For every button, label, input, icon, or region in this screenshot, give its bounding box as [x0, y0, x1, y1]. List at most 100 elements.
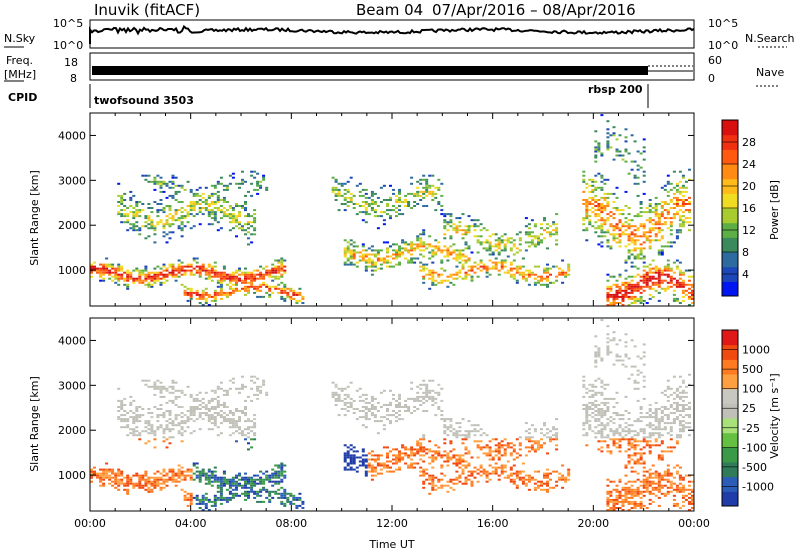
- power-cell: [530, 235, 534, 238]
- velocity-cell: [461, 438, 465, 441]
- power-cell: [132, 229, 136, 232]
- velocity-cell: [419, 442, 423, 445]
- velocity-cell: [201, 412, 205, 414]
- power-cell: [419, 190, 423, 193]
- velocity-cell: [639, 357, 643, 360]
- power-cell: [540, 277, 543, 280]
- power-cell: [210, 269, 214, 272]
- power-cell: [376, 251, 380, 254]
- velocity-cell: [192, 472, 196, 475]
- velocity-cell: [244, 490, 247, 493]
- cpid-segment-2: rbsp 200: [588, 83, 643, 96]
- power-cell: [606, 144, 610, 147]
- power-cell: [144, 178, 148, 181]
- power-cell: [633, 249, 637, 252]
- velocity-cell: [633, 438, 637, 441]
- power-cell: [265, 186, 269, 189]
- velocity-cell: [392, 458, 395, 461]
- power-cell: [434, 247, 438, 250]
- power-cell: [431, 190, 435, 193]
- velocity-cell: [642, 480, 646, 483]
- power-cell: [241, 207, 244, 209]
- power-cell: [228, 275, 232, 278]
- velocity-cell: [126, 484, 130, 487]
- power-cell: [159, 273, 163, 276]
- power-cell: [401, 253, 405, 256]
- velocity-cell: [204, 404, 208, 406]
- power-cell: [156, 275, 160, 278]
- power-cell: [470, 277, 474, 280]
- power-cell: [123, 283, 127, 286]
- power-cell: [660, 235, 664, 238]
- velocity-cell: [171, 436, 175, 439]
- power-cell: [458, 217, 462, 220]
- power-cell: [428, 174, 432, 177]
- velocity-cell: [645, 478, 649, 481]
- power-cell: [657, 239, 661, 242]
- velocity-cell: [422, 470, 426, 473]
- velocity-cell: [603, 401, 607, 404]
- power-cell: [678, 271, 682, 274]
- power-cell: [446, 213, 450, 216]
- power-cell: [268, 293, 272, 296]
- power-cell: [231, 221, 235, 224]
- power-cell: [268, 295, 272, 298]
- velocity-cell: [606, 418, 610, 421]
- power-cell: [458, 261, 462, 264]
- velocity-cell: [666, 399, 670, 402]
- power-cell: [174, 192, 178, 195]
- velocity-cell: [386, 410, 389, 412]
- velocity-cell: [150, 430, 154, 433]
- velocity-cell: [645, 424, 649, 427]
- velocity-cell: [639, 492, 643, 495]
- velocity-cell: [132, 486, 136, 489]
- power-cell: [250, 233, 254, 236]
- velocity-cell: [639, 454, 643, 457]
- power-cell: [648, 235, 652, 238]
- power-cell: [428, 287, 432, 290]
- velocity-cell: [413, 406, 417, 408]
- velocity-cell: [464, 482, 468, 485]
- power-cell: [615, 297, 619, 300]
- power-cell: [189, 289, 193, 292]
- velocity-cell: [434, 488, 438, 491]
- velocity-cell: [597, 355, 601, 358]
- velocity-cell: [120, 401, 124, 404]
- velocity-cell: [464, 448, 468, 451]
- power-cell: [681, 271, 685, 274]
- power-cell: [485, 265, 489, 268]
- velocity-cell: [558, 476, 562, 479]
- velocity-cell: [186, 385, 190, 388]
- power-cell: [678, 281, 682, 284]
- velocity-cell: [540, 480, 543, 483]
- power-cell: [654, 207, 658, 209]
- velocity-cell: [244, 476, 247, 479]
- power-cell: [546, 279, 549, 282]
- power-cell: [153, 273, 157, 276]
- velocity-cell: [235, 492, 238, 495]
- velocity-cell: [555, 434, 559, 437]
- power-cell: [189, 203, 193, 205]
- velocity-cell: [250, 490, 254, 493]
- velocity-cell: [419, 448, 423, 451]
- power-cell: [642, 223, 646, 226]
- power-cell: [364, 221, 368, 224]
- velocity-cell: [132, 482, 136, 485]
- power-cell: [162, 180, 166, 183]
- power-cell: [443, 219, 447, 222]
- power-cell: [114, 275, 118, 278]
- power-cell: [277, 269, 281, 272]
- power-cell: [222, 293, 226, 296]
- power-cell: [546, 231, 549, 234]
- velocity-cell: [600, 401, 604, 404]
- velocity-cell: [612, 444, 616, 447]
- velocity-cell: [165, 472, 169, 475]
- velocity-cell: [606, 450, 610, 453]
- velocity-cell: [416, 391, 420, 394]
- velocity-cell: [630, 424, 634, 427]
- velocity-cell: [117, 474, 121, 477]
- power-cell: [630, 287, 634, 290]
- velocity-cell: [174, 478, 178, 481]
- power-cell: [352, 257, 356, 260]
- power-cell: [238, 182, 241, 185]
